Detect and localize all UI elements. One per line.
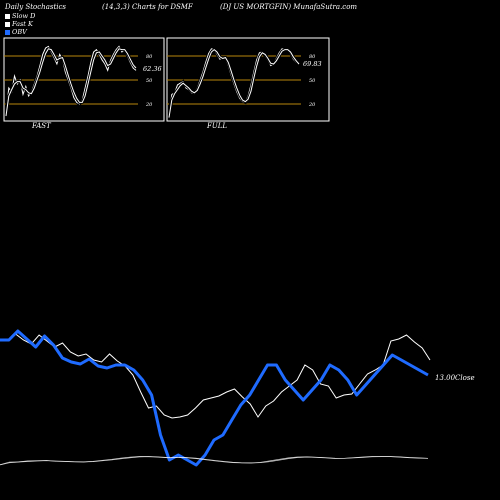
fast-ytick-20: 20	[145, 102, 153, 108]
full-series-1-line	[168, 48, 300, 118]
full-value-label: 69.83	[303, 60, 322, 68]
legend-swatch-obv	[5, 29, 10, 35]
full-ytick-50: 50	[309, 78, 316, 84]
legend-label-fast-k: Fast K	[12, 20, 33, 28]
close-price-line	[0, 333, 431, 419]
fast-ytick-50: 50	[146, 78, 153, 84]
legend-swatch-slow-d	[5, 13, 10, 19]
fast-panel-title: FAST	[31, 122, 52, 130]
fast-value-label: 62.36	[143, 65, 162, 73]
bottom-stoch-line-1	[0, 456, 429, 466]
price-obv-panel: 13.00Close	[0, 329, 475, 467]
full-ytick-80: 80	[309, 54, 316, 60]
close-value-label: 13.00Close	[435, 374, 475, 382]
legend-obv: OBV	[5, 28, 27, 36]
obv-line	[0, 329, 429, 467]
fast-series-1-line	[5, 48, 137, 117]
full-ytick-20: 20	[308, 102, 316, 108]
fast-ytick-80: 80	[146, 54, 153, 60]
legend-slow-d: Slow D	[5, 12, 35, 20]
fast-stochastic-panel: 80 50 20 62.36 FAST	[3, 37, 165, 130]
legend-swatch-fast-k	[5, 21, 10, 27]
header-right: (DJ US MORTGFIN) MunafaSutra.com	[220, 3, 358, 11]
legend-label-slow-d: Slow D	[12, 12, 36, 20]
legend-label-obv: OBV	[12, 28, 27, 36]
header-left: Daily Stochastics	[5, 3, 67, 11]
full-stochastic-panel: 80 50 20 69.83 FULL	[166, 37, 330, 130]
full-panel-title: FULL	[206, 122, 227, 130]
header-center: (14,3,3) Charts for DSMF	[102, 3, 193, 11]
legend-fast-k: Fast K	[5, 20, 33, 28]
